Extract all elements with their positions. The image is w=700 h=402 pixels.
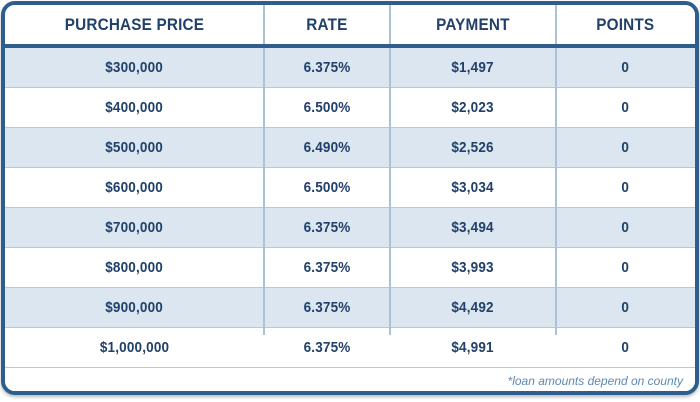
cell-value: $3,494 — [451, 219, 495, 236]
cell-value: 0 — [621, 99, 630, 116]
cell-purchase-price: $500,000 — [5, 128, 264, 167]
cell-value: $3,034 — [451, 179, 495, 196]
cell-value: 6.375% — [303, 59, 351, 76]
cell-payment: $3,034 — [390, 168, 556, 207]
table-header-row: PURCHASE PRICE RATE PAYMENT POINTS — [5, 5, 695, 44]
column-header-points: POINTS — [556, 5, 695, 44]
cell-purchase-price: $600,000 — [5, 168, 264, 207]
cell-value: 6.375% — [303, 339, 351, 356]
cell-purchase-price: $400,000 — [5, 88, 264, 127]
table-footer: *loan amounts depend on county — [5, 368, 695, 391]
cell-value: 6.375% — [303, 299, 351, 316]
footnote: *loan amounts depend on county — [507, 373, 683, 388]
cell-value: 0 — [621, 59, 630, 76]
cell-purchase-price: $800,000 — [5, 248, 264, 287]
cell-payment: $3,993 — [390, 248, 556, 287]
cell-points: 0 — [556, 128, 695, 167]
cell-value: $1,497 — [451, 59, 495, 76]
table-row: $800,000 6.375% $3,993 0 — [5, 248, 695, 288]
cell-value: 6.500% — [303, 99, 351, 116]
column-divider — [555, 5, 557, 335]
cell-points: 0 — [556, 168, 695, 207]
table-row: $900,000 6.375% $4,492 0 — [5, 288, 695, 328]
cell-value: $2,023 — [451, 99, 495, 116]
cell-value: $600,000 — [105, 179, 164, 196]
cell-rate: 6.500% — [264, 88, 390, 127]
cell-purchase-price: $300,000 — [5, 48, 264, 87]
cell-value: $400,000 — [105, 99, 164, 116]
cell-value: 0 — [621, 339, 630, 356]
cell-points: 0 — [556, 88, 695, 127]
cell-value: $500,000 — [105, 139, 164, 156]
cell-value: $3,993 — [451, 259, 495, 276]
cell-value: 0 — [621, 139, 630, 156]
cell-value: $900,000 — [105, 299, 164, 316]
cell-value: 6.375% — [303, 219, 351, 236]
cell-payment: $4,492 — [390, 288, 556, 327]
cell-purchase-price: $700,000 — [5, 208, 264, 247]
cell-rate: 6.500% — [264, 168, 390, 207]
cell-value: 0 — [621, 179, 630, 196]
cell-payment: $2,023 — [390, 88, 556, 127]
cell-payment: $4,991 — [390, 328, 556, 367]
cell-value: $4,991 — [451, 339, 495, 356]
table-row: $400,000 6.500% $2,023 0 — [5, 88, 695, 128]
cell-value: $4,492 — [451, 299, 495, 316]
table-row: $600,000 6.500% $3,034 0 — [5, 168, 695, 208]
cell-value: 0 — [621, 259, 630, 276]
column-header-label: RATE — [306, 14, 348, 34]
cell-points: 0 — [556, 288, 695, 327]
table-row: $500,000 6.490% $2,526 0 — [5, 128, 695, 168]
table-row: $300,000 6.375% $1,497 0 — [5, 48, 695, 88]
cell-value: $1,000,000 — [99, 339, 170, 356]
cell-value: $700,000 — [105, 219, 164, 236]
cell-value: 0 — [621, 299, 630, 316]
cell-points: 0 — [556, 248, 695, 287]
column-header-label: PAYMENT — [436, 14, 510, 34]
column-header-rate: RATE — [264, 5, 390, 44]
cell-value: $300,000 — [105, 59, 164, 76]
cell-value: 6.500% — [303, 179, 351, 196]
cell-payment: $3,494 — [390, 208, 556, 247]
table-row: $1,000,000 6.375% $4,991 0 — [5, 328, 695, 368]
column-header-purchase-price: PURCHASE PRICE — [5, 5, 264, 44]
cell-rate: 6.375% — [264, 288, 390, 327]
table-row: $700,000 6.375% $3,494 0 — [5, 208, 695, 248]
cell-payment: $1,497 — [390, 48, 556, 87]
column-divider — [389, 5, 391, 335]
cell-value: 6.375% — [303, 259, 351, 276]
cell-rate: 6.490% — [264, 128, 390, 167]
cell-purchase-price: $1,000,000 — [5, 328, 264, 367]
cell-rate: 6.375% — [264, 48, 390, 87]
cell-value: 0 — [621, 219, 630, 236]
mortgage-rates-table-card: PURCHASE PRICE RATE PAYMENT POINTS $300,… — [1, 1, 699, 395]
header-separator-bar — [5, 44, 695, 48]
cell-rate: 6.375% — [264, 248, 390, 287]
cell-points: 0 — [556, 328, 695, 367]
cell-value: 6.490% — [303, 139, 351, 156]
cell-purchase-price: $900,000 — [5, 288, 264, 327]
column-header-payment: PAYMENT — [390, 5, 556, 44]
cell-value: $800,000 — [105, 259, 164, 276]
cell-rate: 6.375% — [264, 328, 390, 367]
cell-points: 0 — [556, 208, 695, 247]
cell-rate: 6.375% — [264, 208, 390, 247]
column-header-label: PURCHASE PRICE — [64, 14, 205, 34]
column-header-label: POINTS — [596, 14, 655, 34]
table-body: $300,000 6.375% $1,497 0 $400,000 6.500%… — [5, 48, 695, 368]
cell-payment: $2,526 — [390, 128, 556, 167]
column-divider — [263, 5, 265, 335]
cell-value: $2,526 — [451, 139, 495, 156]
cell-points: 0 — [556, 48, 695, 87]
